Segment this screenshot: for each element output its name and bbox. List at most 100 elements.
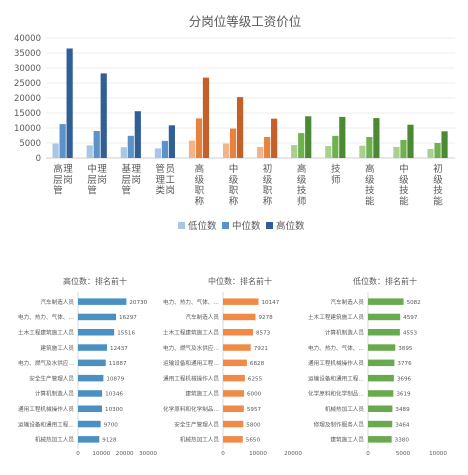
bar [229, 128, 237, 158]
rank-x-tick: 10000 [249, 451, 267, 457]
y-tick-label: 40000 [14, 34, 41, 44]
rank-value-label: 12437 [110, 346, 128, 352]
x-tick-label: 中层管 [87, 163, 97, 197]
x-tick-label: 技师 [331, 163, 341, 186]
rank-bar [223, 436, 243, 443]
legend-swatch [266, 222, 273, 229]
rank-x-tick: 10000 [92, 451, 110, 457]
rank-mid-title: 中位数：排名前十 [208, 276, 272, 286]
bar [168, 125, 175, 158]
rank-category-label: 汽车制造人员 [330, 298, 364, 306]
rank-value-label: 3619 [396, 392, 411, 398]
rank-value-label: 3895 [398, 346, 413, 352]
bar [359, 145, 366, 158]
rank-bar [368, 359, 395, 367]
rank-value-label: 3380 [395, 438, 410, 444]
rank-x-tick: 20000 [284, 451, 302, 457]
rank-high-title: 高位数：排名前十 [63, 276, 127, 286]
x-tick-label: 中级技能 [399, 163, 409, 207]
bar [427, 149, 434, 158]
x-tick-label: 初级职称 [263, 163, 273, 207]
rank-bar [78, 374, 104, 382]
rank-bar [368, 344, 396, 351]
rank-bar [78, 405, 103, 412]
rank-bar [223, 329, 254, 336]
x-tick-label: 高级职称 [195, 163, 205, 207]
rank-bar [78, 420, 101, 428]
rank-value-label: 15516 [117, 330, 135, 336]
rank-category-label: 运输设备和通用工程… [163, 359, 219, 367]
rank-category-label: 通用工程机械操作人员 [163, 374, 219, 382]
rank-value-label: 4553 [403, 330, 418, 336]
rank-value-label: 9278 [258, 315, 273, 321]
x-tick-label: 管理类 [156, 163, 166, 197]
main-bar-chart: 40000 35000 30000 25000 20000 15000 10000 5000 0… [14, 34, 455, 207]
rank-category-label: 机械热加工人员 [35, 436, 75, 444]
rank-category-label: 建筑施工人员 [330, 436, 364, 444]
bar [325, 146, 332, 158]
bar [202, 77, 210, 158]
rank-bar [223, 313, 256, 321]
y-tick-label: 10000 [14, 124, 41, 134]
x-tick-label: 高级技能 [365, 163, 375, 207]
rank-category-label: 修理及制作服务人员 [314, 420, 365, 428]
bar [264, 137, 271, 158]
bar [271, 118, 278, 158]
rank-category-label: 土木工程建筑施工人员 [308, 313, 364, 321]
y-tick-label: 0 [36, 154, 41, 164]
legend-label: 中位数 [232, 220, 261, 232]
rank-bar [223, 405, 244, 412]
rank-category-label: 运输设备和通用工程… [308, 374, 364, 382]
rank-value-label: 3776 [397, 361, 412, 367]
bar [188, 140, 196, 158]
legend-swatch [222, 222, 229, 229]
bar [195, 118, 203, 158]
rank-category-label: 汽车制造人员 [185, 313, 219, 321]
bar [298, 133, 305, 158]
rank-x-tick: 10000 [429, 451, 447, 457]
rank-x-tick: 0 [221, 451, 225, 457]
rank-category-label: 土木工程建筑施工人员 [18, 328, 74, 336]
rank-category-label: 汽车制造人员 [40, 298, 74, 306]
bar [52, 143, 59, 158]
bar [400, 140, 407, 158]
rank-category-label: 电力、燃气及水供应… [163, 344, 219, 352]
bar [127, 135, 134, 158]
rank-category-label: 电力、热力、气体、… [308, 344, 364, 352]
bar [366, 137, 373, 158]
main-chart-title: 分岗位等级工资价位 [189, 14, 302, 29]
x-tick-label: 高层管 [53, 163, 63, 197]
rank-category-label: 通用工程机械操作人员 [308, 359, 364, 367]
rank-bar [368, 313, 401, 321]
rank-bar [368, 374, 394, 382]
rank-value-label: 5800 [246, 422, 261, 428]
rank-value-label: 7921 [254, 346, 269, 352]
rank-category-label: 电力、热力、气体、… [163, 298, 219, 306]
bar [236, 97, 244, 158]
rank-x-tick: 20000 [116, 451, 134, 457]
y-tick-label: 20000 [14, 94, 41, 104]
rank-bar [78, 298, 127, 305]
rank-category-label: 运输设备和通用工程… [18, 420, 74, 428]
rank-bar [368, 390, 394, 397]
rank-category-label: 安全生产管理人员 [174, 420, 219, 428]
bar [86, 145, 93, 158]
rank-bar [78, 313, 117, 321]
rank-category-label: 化学原料和化学制品… [308, 390, 364, 398]
rank-value-label: 9128 [102, 438, 117, 444]
rank-value-label: 3696 [397, 376, 412, 382]
rank-low-title: 低位数：排名前十 [353, 276, 417, 286]
bar [257, 146, 264, 158]
rank-category-label: 通用工程机械操作人员 [18, 405, 74, 413]
rank-bar [223, 359, 247, 367]
rank-bar [78, 436, 100, 443]
rank-bar [78, 359, 106, 367]
rank-bar [368, 436, 392, 443]
rank-category-label: 电力、热力、气体、… [18, 313, 74, 321]
rank-category-label: 化学原料和化学制品… [163, 405, 219, 413]
y-tick-label: 30000 [14, 64, 41, 74]
bar [59, 124, 66, 158]
bar [434, 143, 441, 158]
rank-x-tick: 0 [366, 451, 370, 457]
